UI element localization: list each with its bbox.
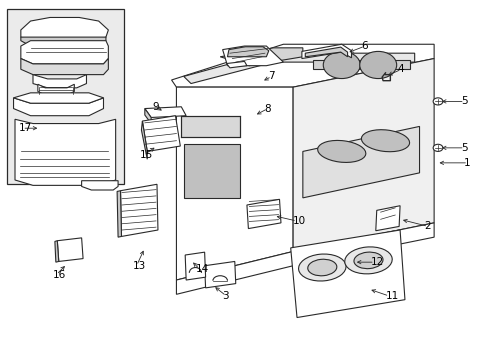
Circle shape [323, 51, 360, 78]
Polygon shape [185, 252, 205, 280]
Ellipse shape [353, 252, 382, 269]
Polygon shape [227, 47, 268, 57]
Polygon shape [226, 62, 246, 68]
Text: 12: 12 [370, 257, 384, 267]
Text: 17: 17 [19, 123, 32, 133]
Polygon shape [21, 18, 108, 41]
Ellipse shape [307, 259, 336, 276]
Polygon shape [220, 48, 302, 66]
Text: 7: 7 [267, 71, 274, 81]
Polygon shape [183, 144, 239, 198]
Polygon shape [183, 53, 414, 84]
Polygon shape [38, 84, 74, 95]
Polygon shape [301, 44, 351, 59]
Polygon shape [305, 47, 347, 57]
Polygon shape [302, 126, 419, 198]
Polygon shape [176, 87, 292, 280]
Text: 9: 9 [152, 102, 159, 112]
Text: 1: 1 [463, 158, 470, 168]
Polygon shape [312, 60, 409, 69]
Polygon shape [55, 241, 59, 262]
Polygon shape [222, 46, 283, 66]
Text: 2: 2 [424, 221, 430, 231]
Ellipse shape [344, 247, 391, 274]
Polygon shape [171, 44, 433, 87]
Polygon shape [246, 199, 281, 229]
Polygon shape [375, 206, 399, 231]
Polygon shape [142, 116, 180, 152]
Polygon shape [21, 59, 108, 75]
Ellipse shape [361, 130, 409, 152]
Text: 14: 14 [196, 264, 209, 274]
Polygon shape [292, 59, 433, 251]
Text: 4: 4 [397, 64, 404, 74]
Polygon shape [33, 75, 86, 88]
Text: 15: 15 [140, 150, 153, 160]
Circle shape [432, 98, 442, 105]
Polygon shape [144, 107, 186, 117]
Text: 5: 5 [460, 96, 467, 107]
Bar [7, 9, 123, 184]
Polygon shape [144, 109, 151, 123]
Polygon shape [81, 181, 118, 190]
Polygon shape [14, 93, 103, 103]
Text: 16: 16 [52, 270, 65, 280]
Polygon shape [204, 261, 235, 288]
Polygon shape [176, 223, 433, 294]
Text: 6: 6 [361, 41, 367, 51]
Text: 8: 8 [264, 104, 270, 113]
Text: 5: 5 [460, 143, 467, 153]
Polygon shape [120, 184, 158, 237]
Polygon shape [15, 119, 116, 185]
Text: 10: 10 [292, 216, 305, 226]
Polygon shape [181, 116, 239, 137]
Polygon shape [14, 98, 103, 116]
Circle shape [359, 51, 396, 78]
Text: 3: 3 [222, 291, 229, 301]
Ellipse shape [298, 254, 346, 281]
Polygon shape [141, 121, 147, 159]
Circle shape [432, 144, 442, 152]
Polygon shape [57, 238, 83, 261]
Polygon shape [21, 41, 108, 64]
Text: 13: 13 [132, 261, 145, 271]
Polygon shape [117, 191, 121, 237]
Polygon shape [290, 230, 404, 318]
Polygon shape [21, 37, 106, 46]
Text: 11: 11 [385, 291, 398, 301]
Ellipse shape [317, 140, 365, 162]
